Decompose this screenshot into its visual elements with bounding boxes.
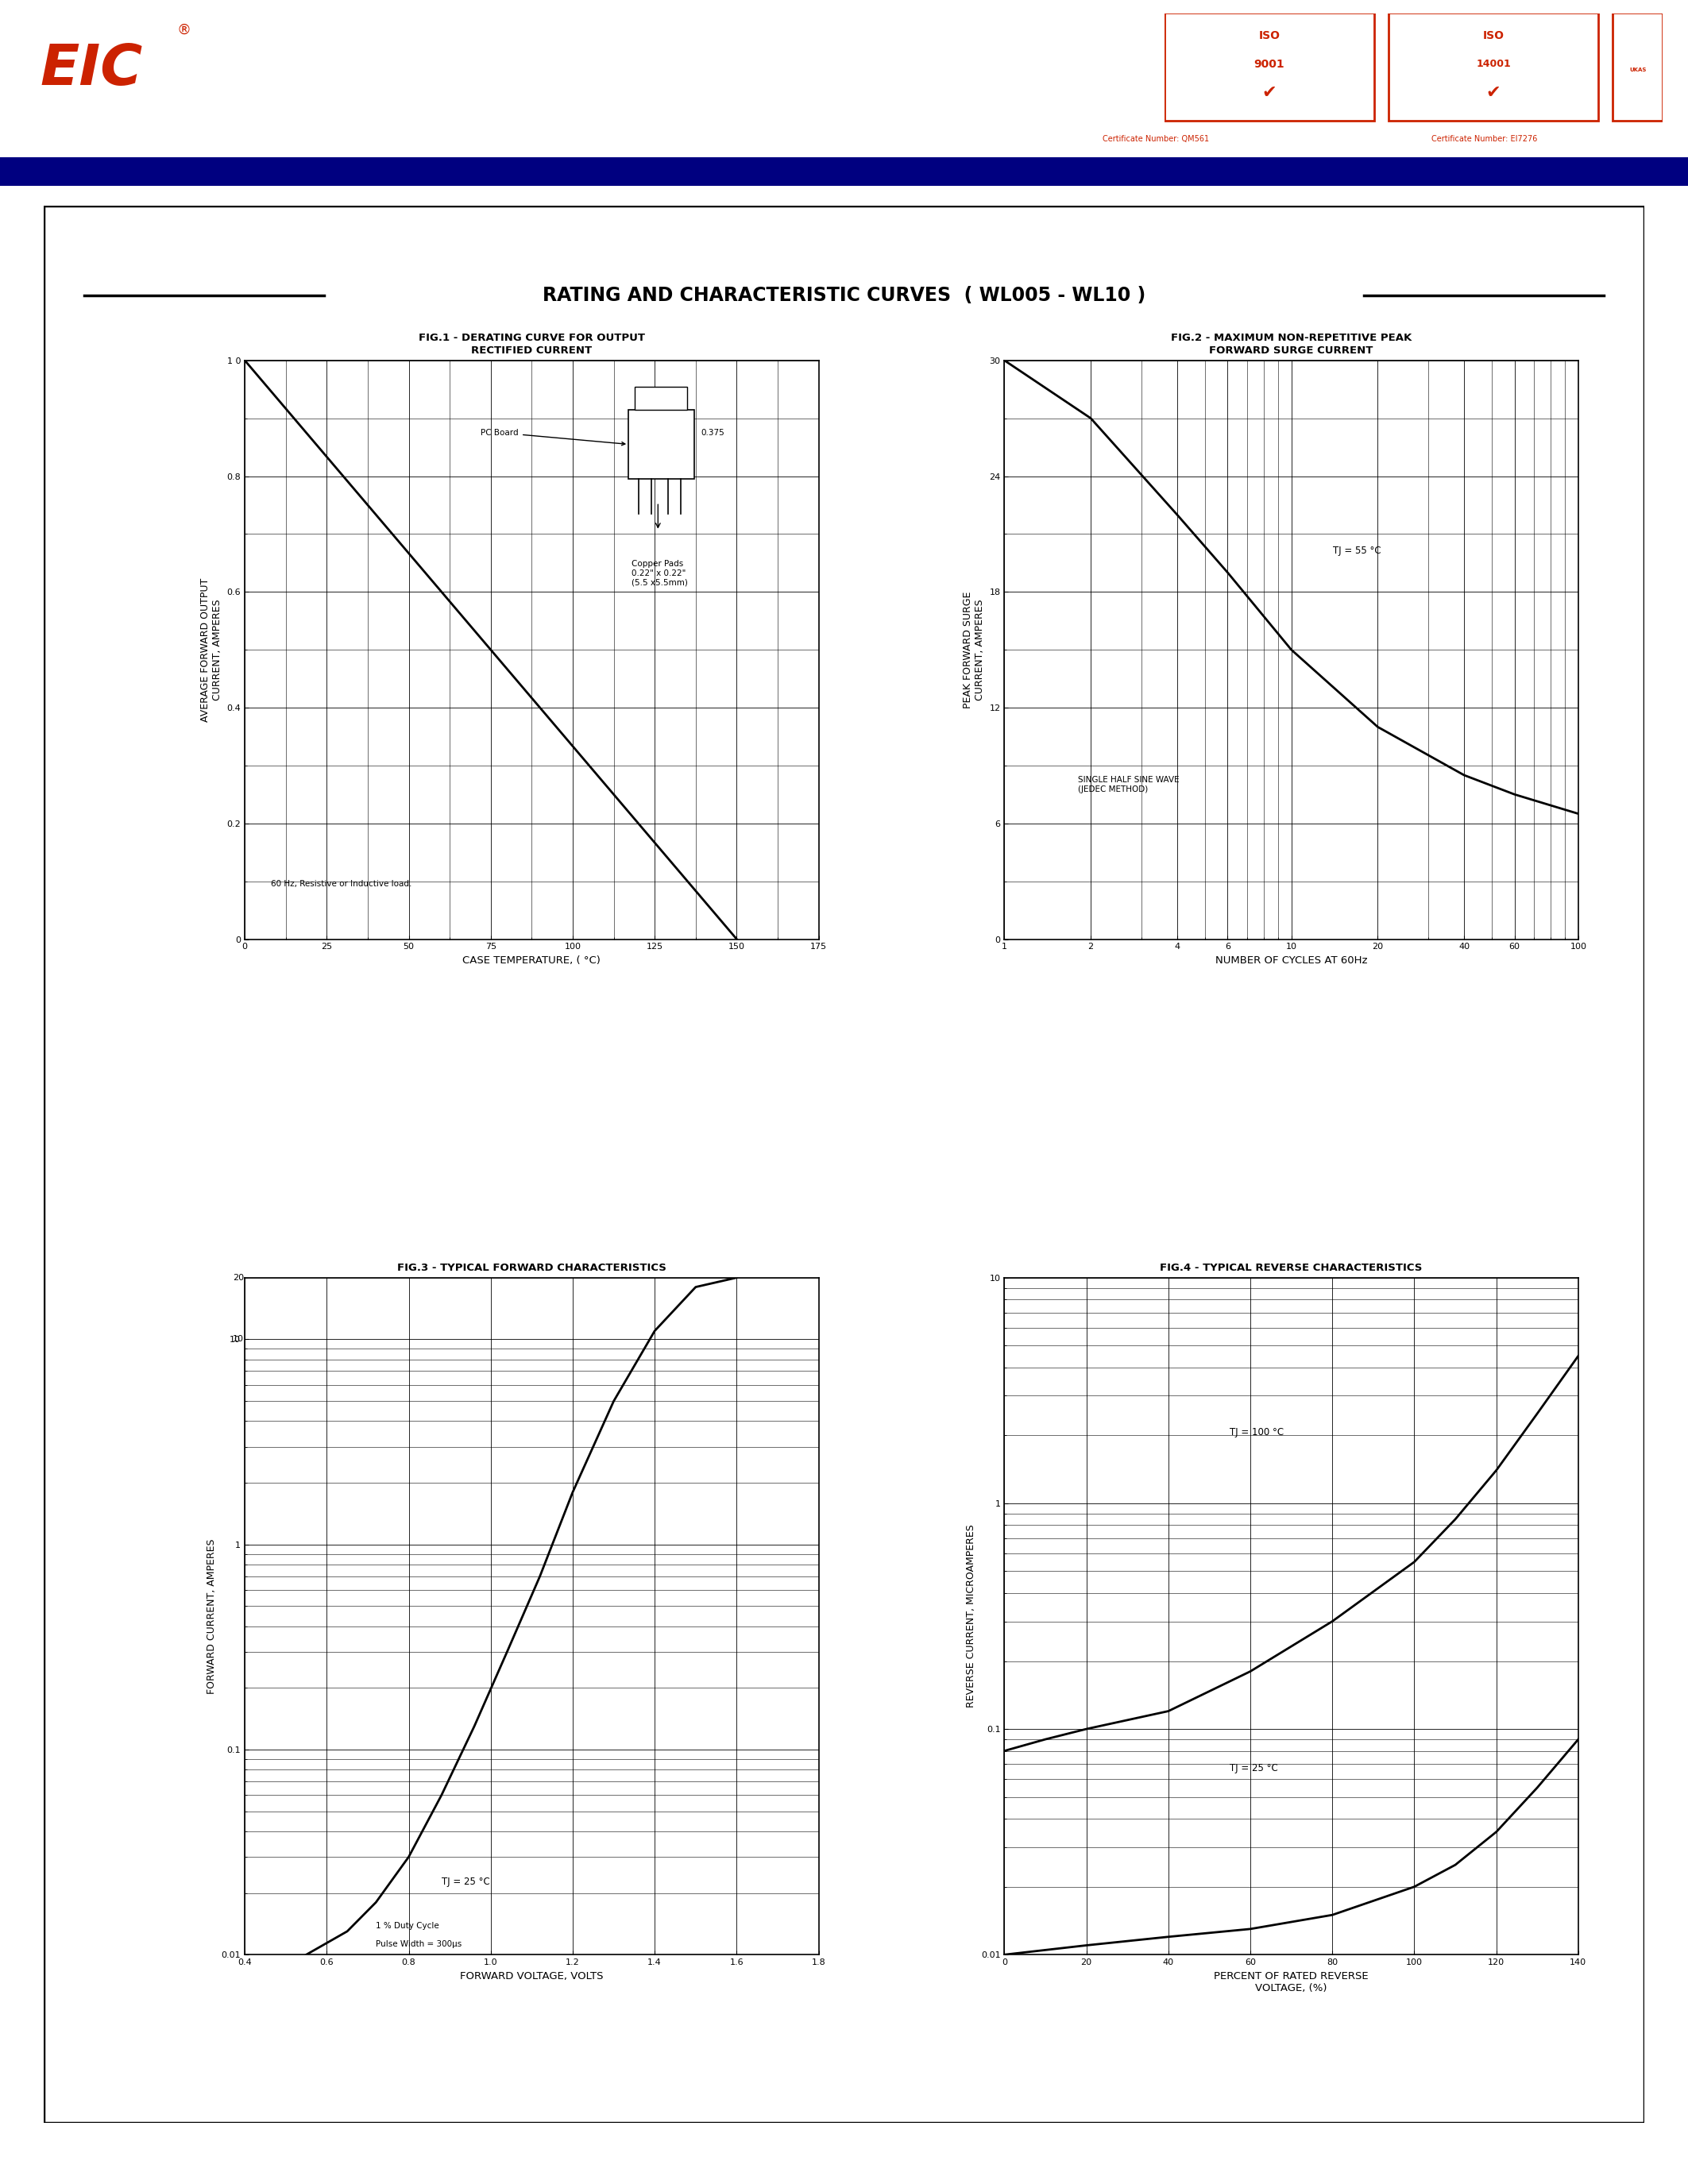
Text: ISO: ISO: [1259, 31, 1280, 41]
Bar: [635, 387, 687, 411]
Text: 9001: 9001: [1254, 59, 1285, 70]
Text: UKAS: UKAS: [1629, 68, 1646, 72]
Text: PC Board: PC Board: [481, 428, 625, 446]
Text: 1 % Duty Cycle: 1 % Duty Cycle: [376, 1922, 439, 1928]
Text: Copper Pads
0.22" x 0.22"
(5.5 x5.5mm): Copper Pads 0.22" x 0.22" (5.5 x5.5mm): [631, 559, 689, 585]
Title: FIG.4 - TYPICAL REVERSE CHARACTERISTICS: FIG.4 - TYPICAL REVERSE CHARACTERISTICS: [1160, 1262, 1423, 1273]
Text: 10: 10: [233, 1334, 245, 1343]
Text: 14001: 14001: [1475, 59, 1511, 70]
Text: TJ = 25 °C: TJ = 25 °C: [1231, 1762, 1278, 1773]
Title: FIG.1 - DERATING CURVE FOR OUTPUT
RECTIFIED CURRENT: FIG.1 - DERATING CURVE FOR OUTPUT RECTIF…: [419, 334, 645, 356]
Text: ISO: ISO: [1482, 31, 1504, 41]
Text: Certificate Number: EI7276: Certificate Number: EI7276: [1431, 135, 1538, 142]
Text: SINGLE HALF SINE WAVE
(JEDEC METHOD): SINGLE HALF SINE WAVE (JEDEC METHOD): [1077, 775, 1178, 793]
Bar: [1612, 13, 1663, 120]
Text: 0.375: 0.375: [701, 428, 724, 437]
Text: TJ = 100 °C: TJ = 100 °C: [1231, 1428, 1285, 1437]
Y-axis label: PEAK FORWARD SURGE
CURRENT, AMPERES: PEAK FORWARD SURGE CURRENT, AMPERES: [962, 592, 984, 708]
Y-axis label: FORWARD CURRENT, AMPERES: FORWARD CURRENT, AMPERES: [206, 1538, 218, 1695]
Text: ✔: ✔: [1485, 85, 1501, 100]
Text: TJ = 55 °C: TJ = 55 °C: [1334, 546, 1381, 555]
Text: ✔: ✔: [1263, 85, 1276, 100]
X-axis label: CASE TEMPERATURE, ( °C): CASE TEMPERATURE, ( °C): [463, 954, 601, 965]
Text: 20: 20: [233, 1273, 245, 1282]
X-axis label: PERCENT OF RATED REVERSE
VOLTAGE, (%): PERCENT OF RATED REVERSE VOLTAGE, (%): [1214, 1970, 1369, 1994]
Bar: [628, 411, 694, 478]
Bar: [1165, 13, 1374, 120]
Y-axis label: REVERSE CURRENT, MICROAMPERES: REVERSE CURRENT, MICROAMPERES: [966, 1524, 977, 1708]
X-axis label: NUMBER OF CYCLES AT 60Hz: NUMBER OF CYCLES AT 60Hz: [1215, 954, 1367, 965]
Text: ®: ®: [177, 24, 191, 37]
Text: EIC: EIC: [41, 41, 143, 98]
Y-axis label: AVERAGE FORWARD OUTPUT
CURRENT, AMPERES: AVERAGE FORWARD OUTPUT CURRENT, AMPERES: [201, 579, 223, 721]
Text: Certificate Number: QM561: Certificate Number: QM561: [1102, 135, 1209, 142]
Text: TJ = 25 °C: TJ = 25 °C: [442, 1876, 490, 1887]
X-axis label: FORWARD VOLTAGE, VOLTS: FORWARD VOLTAGE, VOLTS: [461, 1970, 603, 1981]
Text: 60 Hz, Resistive or Inductive load.: 60 Hz, Resistive or Inductive load.: [272, 880, 412, 889]
Title: FIG.2 - MAXIMUM NON-REPETITIVE PEAK
FORWARD SURGE CURRENT: FIG.2 - MAXIMUM NON-REPETITIVE PEAK FORW…: [1171, 334, 1411, 356]
Bar: [1389, 13, 1599, 120]
Text: Pulse Width = 300μs: Pulse Width = 300μs: [376, 1939, 463, 1948]
Title: FIG.3 - TYPICAL FORWARD CHARACTERISTICS: FIG.3 - TYPICAL FORWARD CHARACTERISTICS: [397, 1262, 667, 1273]
Text: RATING AND CHARACTERISTIC CURVES  ( WL005 - WL10 ): RATING AND CHARACTERISTIC CURVES ( WL005…: [542, 286, 1146, 306]
